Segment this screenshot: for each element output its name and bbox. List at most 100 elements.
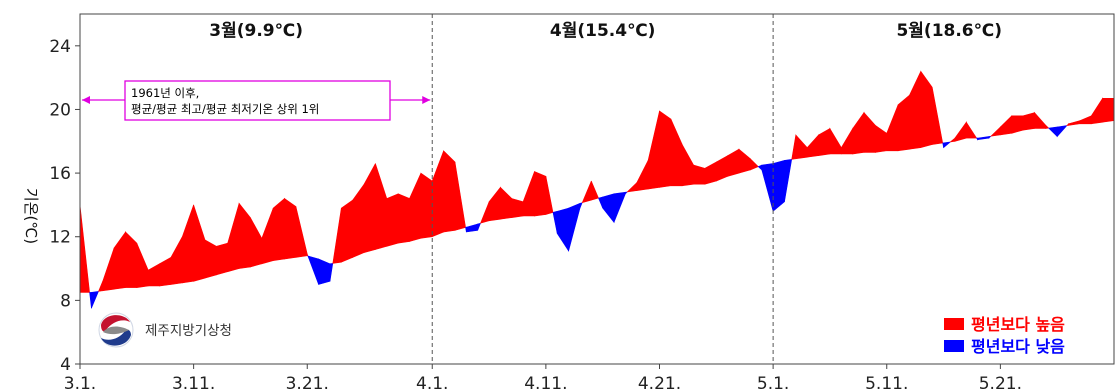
area-above-normal — [750, 158, 759, 171]
area-below-normal — [556, 207, 569, 253]
x-tick-label: 4.21. — [638, 374, 681, 392]
x-tick-label: 5.1. — [757, 374, 789, 392]
x-tick-label: 4.1. — [416, 374, 448, 392]
annotation-arrow-right — [422, 96, 431, 104]
area-above-normal — [261, 207, 274, 265]
area-above-normal — [659, 110, 672, 188]
area-below-normal — [625, 191, 629, 195]
area-above-normal — [1068, 120, 1081, 126]
annotation-box — [124, 80, 391, 121]
x-tick-label: 4.11. — [524, 374, 567, 392]
area-above-normal — [704, 161, 717, 185]
month-label: 4월(15.4℃) — [550, 21, 656, 41]
plot-frame — [79, 13, 1115, 365]
area-above-normal — [681, 143, 694, 187]
x-tick-label: 5.11. — [865, 374, 908, 392]
annotation-arrow-left — [82, 96, 90, 104]
area-above-normal — [340, 199, 354, 263]
area-above-normal — [250, 217, 263, 268]
area-below-normal — [1048, 126, 1058, 138]
area-below-normal — [613, 191, 626, 223]
area-above-normal — [795, 134, 808, 160]
y-tick-label: 12 — [49, 228, 71, 248]
area-above-normal — [1079, 115, 1092, 125]
y-axis: 4 8 12 16 20 24 — [49, 37, 80, 375]
area-above-normal — [488, 186, 501, 222]
area-above-normal — [852, 111, 865, 155]
area-above-normal — [159, 256, 172, 287]
area-above-normal — [738, 148, 751, 174]
area-above-normal — [1022, 112, 1035, 131]
area-above-normal — [954, 121, 967, 142]
area-below-normal — [598, 196, 604, 209]
area-below-normal — [307, 255, 319, 285]
area-above-normal — [332, 208, 342, 264]
area-below-normal — [465, 223, 479, 233]
area-above-normal — [949, 137, 956, 143]
area-above-normal — [791, 134, 797, 160]
area-above-normal — [1011, 115, 1024, 134]
area-above-normal — [409, 172, 422, 242]
area-above-normal — [170, 236, 183, 285]
area-above-normal — [363, 163, 376, 253]
legend-label-above: 평년보다 높음 — [971, 315, 1065, 334]
area-above-normal — [147, 263, 160, 287]
month-headers: 3월(9.9℃) 4월(15.4℃) 5월(18.6℃) — [209, 21, 1002, 41]
area-above-normal — [727, 148, 740, 177]
month-dividers — [431, 14, 774, 364]
area-above-normal — [965, 121, 978, 139]
area-below-normal — [91, 291, 99, 309]
area-above-normal — [1000, 115, 1013, 136]
y-tick-label: 4 — [60, 355, 71, 375]
area-below-normal — [318, 258, 331, 285]
area-above-normal — [581, 180, 592, 204]
area-above-normal — [420, 172, 433, 239]
area-above-normal — [829, 127, 842, 155]
area-below-normal — [761, 163, 774, 212]
area-below-normal — [757, 164, 763, 171]
area-above-normal — [840, 127, 854, 155]
area-above-normal — [886, 104, 899, 152]
area-fills — [79, 70, 1115, 309]
area-below-normal — [602, 193, 615, 224]
area-above-normal — [715, 155, 729, 182]
area-above-normal — [136, 242, 149, 288]
x-tick-label: 3.21. — [286, 374, 329, 392]
kma-logo-icon — [98, 312, 134, 348]
area-below-normal — [988, 135, 992, 139]
area-above-normal — [511, 198, 524, 218]
area-above-normal — [479, 201, 490, 224]
area-above-normal — [693, 164, 706, 185]
area-above-normal — [534, 171, 547, 217]
legend-swatch-below — [944, 340, 964, 352]
area-above-normal — [193, 204, 206, 282]
area-below-normal — [1056, 125, 1068, 138]
area-above-normal — [636, 160, 649, 191]
area-above-normal — [931, 87, 944, 145]
record-annotation: 1961년 이후, 평균/평균 최고/평균 최저기온 상위 1위 — [82, 80, 431, 121]
x-tick-label: 3.1. — [64, 374, 96, 392]
area-above-normal — [216, 242, 228, 276]
x-tick-label: 3.11. — [172, 374, 215, 392]
area-above-normal — [647, 110, 660, 190]
legend: 평년보다 높음 평년보다 낮음 — [944, 315, 1065, 356]
area-above-normal — [397, 193, 410, 244]
area-above-normal — [352, 183, 365, 258]
area-below-normal — [329, 263, 334, 282]
x-tick-label: 5.21. — [979, 374, 1022, 392]
area-above-normal — [897, 94, 910, 152]
area-below-normal — [552, 210, 558, 234]
area-above-normal — [545, 176, 554, 215]
annotation-line-2: 평균/평균 최고/평균 최저기온 상위 1위 — [131, 102, 319, 116]
area-above-normal — [522, 171, 535, 217]
area-above-normal — [1034, 111, 1047, 129]
area-above-normal — [79, 204, 90, 293]
area-above-normal — [284, 197, 297, 260]
area-above-normal — [863, 111, 876, 153]
area-above-normal — [1091, 97, 1103, 125]
annotation-line-1: 1961년 이후, — [131, 86, 199, 100]
area-above-normal — [272, 197, 285, 261]
area-above-normal — [113, 231, 126, 290]
area-above-normal — [806, 134, 819, 158]
